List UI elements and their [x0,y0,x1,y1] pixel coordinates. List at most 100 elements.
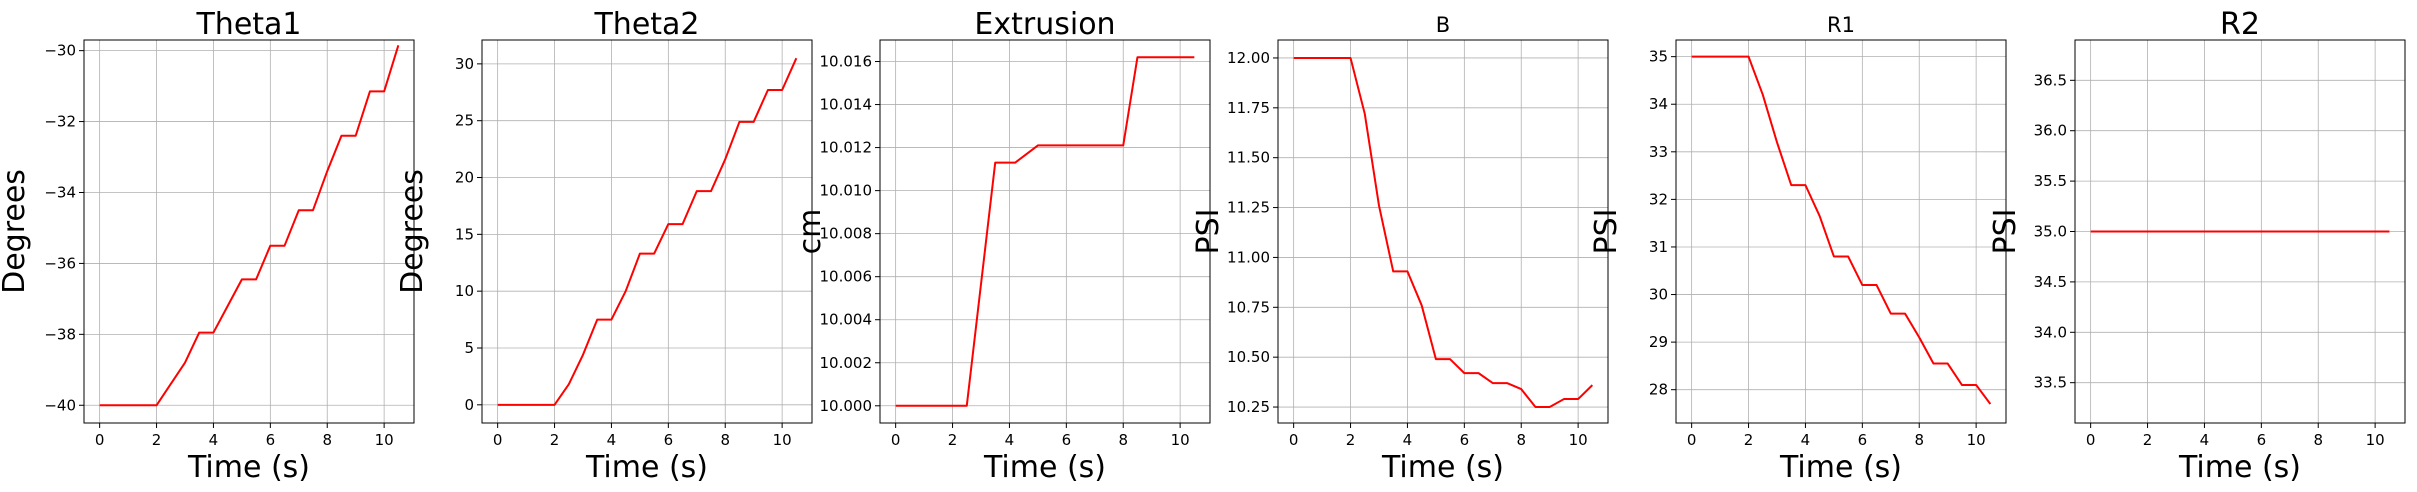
x-tick-label: 2 [152,431,162,449]
y-tick-label: 25 [455,112,474,130]
y-tick-label: 15 [455,225,474,243]
y-tick-label: 33 [1649,143,1668,161]
subplot-4: 0 2 4 6 8 10 10.25 10.50 10.75 11.00 11.25 11.50 11.… [1191,13,1609,485]
series-line [1293,56,1594,409]
y-tick-label: 30 [455,55,474,73]
axes-frame [879,39,1211,424]
x-tick-label: 4 [2200,431,2210,449]
y-axis-label: PSI [1589,209,1624,255]
y-tick-label: 12.00 [1227,49,1270,67]
x-tick-label: 4 [209,431,219,449]
x-tick-label: 10 [1967,431,1986,449]
series-line [895,56,1195,407]
y-tick-label: 34 [1649,95,1668,113]
y-tick-label: 11.50 [1227,149,1270,167]
x-tick-label: 2 [948,431,958,449]
y-axis-label: Degrees [0,169,32,294]
series-line [1691,55,1992,405]
chart-title: R1 [1827,13,1855,37]
y-tick-label: −38 [44,325,76,343]
x-tick-label: 0 [891,431,901,449]
y-tick-label: 10.004 [820,311,873,329]
subplot-6: 0 2 4 6 8 10 33.5 34.0 34.5 35.0 35.5 36.0 36.5 R2 Tim… [1988,7,2406,485]
y-tick-label: 10.002 [820,354,873,372]
y-tick-label: 10.012 [820,139,873,157]
chart-title: Theta2 [593,7,699,42]
y-tick-label: 11.00 [1227,248,1270,266]
x-tick-label: 8 [2313,431,2323,449]
x-tick-label: 8 [720,431,730,449]
y-tick-label: 10.50 [1227,348,1270,366]
y-tick-label: −40 [44,396,76,414]
y-tick-label: 10.010 [820,182,873,200]
y-tick-label: 34.0 [2034,323,2067,341]
x-tick-label: 6 [664,431,674,449]
subplot-5: 0 2 4 6 8 10 28 29 30 31 32 33 34 35 R1 Time (s) PSI [1589,13,2007,485]
x-tick-label: 2 [1744,431,1754,449]
y-tick-label: 10.006 [820,268,873,286]
x-tick-label: 4 [1005,431,1015,449]
x-tick-label: 2 [1346,431,1356,449]
x-tick-label: 4 [607,431,617,449]
y-tick-label: 10.014 [820,96,873,114]
y-tick-label: 10.016 [820,53,873,71]
x-tick-label: 0 [1687,431,1697,449]
x-tick-label: 0 [95,431,105,449]
y-axis-label: PSI [1191,209,1226,255]
chart-title: B [1436,13,1450,37]
y-axis-label: PSI [1988,209,2023,255]
x-tick-label: 6 [266,431,276,449]
y-tick-label: 35.0 [2034,223,2067,241]
x-axis-label: Time (s) [1779,450,1902,485]
x-axis-label: Time (s) [1381,450,1504,485]
y-tick-label: 36.0 [2034,122,2067,140]
x-tick-label: 10 [1569,431,1588,449]
y-tick-label: 5 [464,339,474,357]
subplot-2: 0 2 4 6 8 10 0 5 10 15 20 25 30 Theta2 Time (s) Degrees [395,7,813,485]
y-tick-label: 30 [1649,286,1668,304]
y-tick-label: 36.5 [2034,71,2067,89]
x-tick-label: 8 [322,431,332,449]
y-tick-label: 35.5 [2034,172,2067,190]
x-tick-label: 10 [2366,431,2385,449]
y-tick-label: 10 [455,282,474,300]
y-tick-label: 11.25 [1227,199,1270,217]
x-tick-label: 6 [1062,431,1072,449]
x-axis-label: Time (s) [983,450,1106,485]
x-tick-label: 8 [1516,431,1526,449]
x-tick-label: 8 [1118,431,1128,449]
chart-title: Theta1 [195,7,301,42]
axes-frame [1277,39,1609,424]
y-tick-label: 10.000 [820,397,873,415]
axes-frame [481,39,813,424]
x-tick-label: 8 [1914,431,1924,449]
y-tick-label: −34 [44,183,76,201]
y-axis-label: cm [793,209,828,255]
y-tick-label: 34.5 [2034,273,2067,291]
x-tick-label: 2 [2143,431,2153,449]
y-tick-label: 20 [455,169,474,187]
x-tick-label: 6 [2257,431,2267,449]
x-tick-label: 4 [1801,431,1811,449]
x-tick-label: 4 [1403,431,1413,449]
y-tick-label: −30 [44,42,76,60]
x-tick-label: 6 [1858,431,1868,449]
x-tick-label: 0 [2086,431,2096,449]
x-tick-label: 10 [773,431,792,449]
subplot-3: 0 2 4 6 8 10 10.000 10.002 10.004 10.006 10.008 10.… [793,7,1211,485]
x-tick-label: 10 [375,431,394,449]
series-line [497,57,798,406]
x-tick-label: 10 [1171,431,1190,449]
x-tick-label: 6 [1460,431,1470,449]
y-tick-label: 33.5 [2034,374,2067,392]
y-tick-label: 29 [1649,333,1668,351]
x-tick-label: 2 [550,431,560,449]
y-tick-label: −36 [44,254,76,272]
y-axis-label: Degrees [395,169,430,294]
y-tick-label: 11.75 [1227,99,1270,117]
axes-frame [83,39,415,424]
y-tick-label: 28 [1649,381,1668,399]
y-tick-label: 35 [1649,48,1668,66]
y-tick-label: 10.25 [1227,398,1270,416]
chart-title: R2 [2220,7,2260,42]
